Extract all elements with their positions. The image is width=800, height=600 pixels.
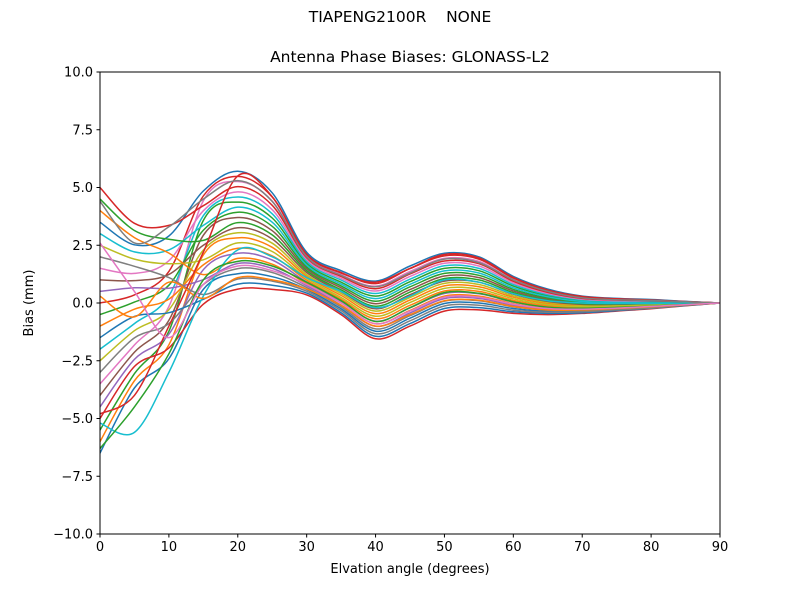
x-tick-label: 30: [298, 540, 315, 555]
series-line: [100, 246, 720, 436]
x-axis-label: Elvation angle (degrees): [330, 562, 489, 577]
y-tick-label: 0.0: [72, 297, 93, 312]
series-line: [100, 241, 720, 317]
y-tick-label: −5.0: [61, 412, 93, 427]
series-line: [100, 206, 720, 304]
y-tick-label: −2.5: [61, 354, 93, 369]
y-tick-label: −7.5: [61, 470, 93, 485]
x-tick-label: 0: [96, 540, 104, 555]
y-tick-label: −10.0: [53, 528, 93, 543]
series-line: [100, 242, 720, 339]
y-axis-label: Bias (mm): [22, 270, 37, 337]
figure-suptitle: TIAPENG2100R NONE: [308, 8, 492, 26]
y-tick-label: 10.0: [64, 66, 93, 81]
x-tick-label: 50: [436, 540, 453, 555]
series-line: [100, 172, 720, 415]
x-tick-label: 80: [643, 540, 660, 555]
y-tick-label: 2.5: [72, 239, 93, 254]
series-group: [100, 170, 720, 454]
x-tick-label: 90: [712, 540, 729, 555]
chart-title: Antenna Phase Biases: GLONASS-L2: [270, 48, 550, 66]
y-tick-label: 5.0: [72, 181, 93, 196]
series-line: [100, 256, 720, 335]
x-tick-label: 70: [574, 540, 591, 555]
x-tick-label: 40: [367, 540, 384, 555]
x-tick-label: 60: [505, 540, 522, 555]
series-line: [100, 179, 720, 304]
ticks-group: 0 10 20 30 40 50 60 70 80 90 −10.0 −7.5 −5.0 −2.5 0.0 2…: [53, 66, 728, 556]
y-tick-label: 7.5: [72, 123, 93, 138]
x-tick-label: 20: [230, 540, 247, 555]
x-tick-label: 10: [161, 540, 178, 555]
